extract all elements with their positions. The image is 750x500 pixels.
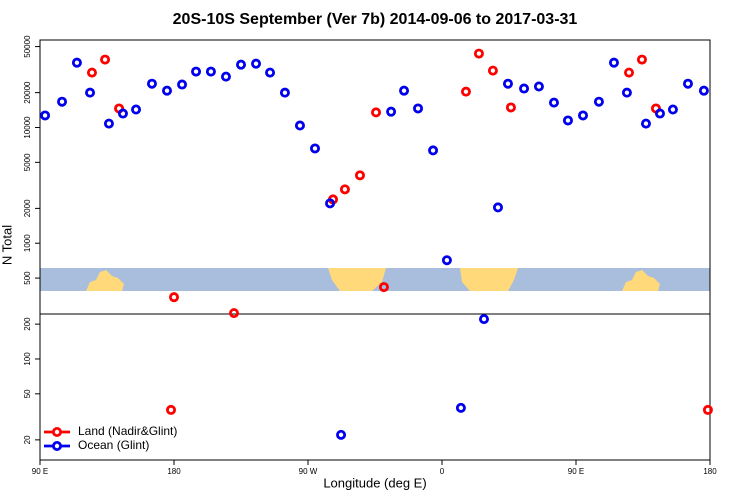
x-tick-label: 180 — [167, 467, 181, 476]
point — [636, 54, 647, 65]
point — [265, 67, 276, 78]
point — [40, 110, 51, 121]
point — [593, 96, 604, 107]
point — [378, 282, 389, 293]
y-tick-label: 200 — [23, 317, 32, 331]
point — [166, 404, 177, 415]
x-tick-label: 90 W — [299, 467, 318, 476]
point — [354, 170, 365, 181]
point — [698, 85, 709, 96]
point — [325, 198, 336, 209]
point — [640, 118, 651, 129]
point — [57, 96, 68, 107]
point — [371, 107, 382, 118]
y-tick-label: 20 — [23, 435, 32, 444]
y-tick-label: 1000 — [23, 234, 32, 252]
point — [548, 97, 559, 108]
point — [399, 85, 410, 96]
point — [85, 87, 96, 98]
point — [339, 184, 350, 195]
y-tick-label: 20000 — [23, 81, 32, 104]
legend-label: Land (Nadir&Glint) — [78, 424, 177, 438]
point — [309, 143, 320, 154]
point — [624, 67, 635, 78]
point — [71, 57, 82, 68]
point — [386, 106, 397, 117]
point — [654, 108, 665, 119]
point — [577, 110, 588, 121]
legend-marker — [52, 440, 63, 451]
point — [473, 48, 484, 59]
legend-label: Ocean (Glint) — [78, 438, 149, 452]
point — [336, 429, 347, 440]
point — [168, 292, 179, 303]
x-tick-label: 90 E — [568, 467, 584, 476]
y-tick-label: 2000 — [23, 199, 32, 217]
y-axis-label: N Total — [0, 225, 14, 265]
point — [205, 66, 216, 77]
point — [608, 57, 619, 68]
point — [455, 402, 466, 413]
point — [478, 314, 489, 325]
y-tick-label: 100 — [23, 352, 32, 366]
point — [131, 104, 142, 115]
point — [162, 85, 173, 96]
point — [428, 145, 439, 156]
point — [100, 54, 111, 65]
point — [702, 404, 713, 415]
point — [86, 67, 97, 78]
point — [229, 308, 240, 319]
y-tick-label: 5000 — [23, 153, 32, 171]
y-tick-label: 500 — [23, 271, 32, 285]
legend-marker — [52, 426, 63, 437]
x-tick-label: 180 — [703, 467, 717, 476]
point — [533, 81, 544, 92]
point — [441, 255, 452, 266]
y-tick-label: 50000 — [23, 35, 32, 58]
point — [146, 78, 157, 89]
y-tick-label: 50 — [23, 389, 32, 398]
point — [502, 78, 513, 89]
map-strip — [40, 268, 710, 291]
point — [519, 83, 530, 94]
x-tick-label: 90 E — [32, 467, 48, 476]
point — [487, 65, 498, 76]
point — [191, 66, 202, 77]
chart-title: 20S-10S September (Ver 7b) 2014-09-06 to… — [173, 11, 578, 28]
point — [667, 104, 678, 115]
plot-frame — [39, 39, 711, 461]
point — [460, 86, 471, 97]
point — [117, 108, 128, 119]
point — [279, 87, 290, 98]
point — [562, 115, 573, 126]
point — [235, 59, 246, 70]
point — [177, 79, 188, 90]
point — [682, 78, 693, 89]
x-tick-label: 0 — [440, 467, 445, 476]
point — [413, 103, 424, 114]
point — [220, 71, 231, 82]
x-axis-label: Longitude (deg E) — [323, 475, 426, 490]
point — [621, 87, 632, 98]
point — [251, 58, 262, 69]
point — [103, 118, 114, 129]
point — [492, 202, 503, 213]
y-tick-label: 10000 — [23, 116, 32, 139]
point — [294, 120, 305, 131]
point — [505, 102, 516, 113]
